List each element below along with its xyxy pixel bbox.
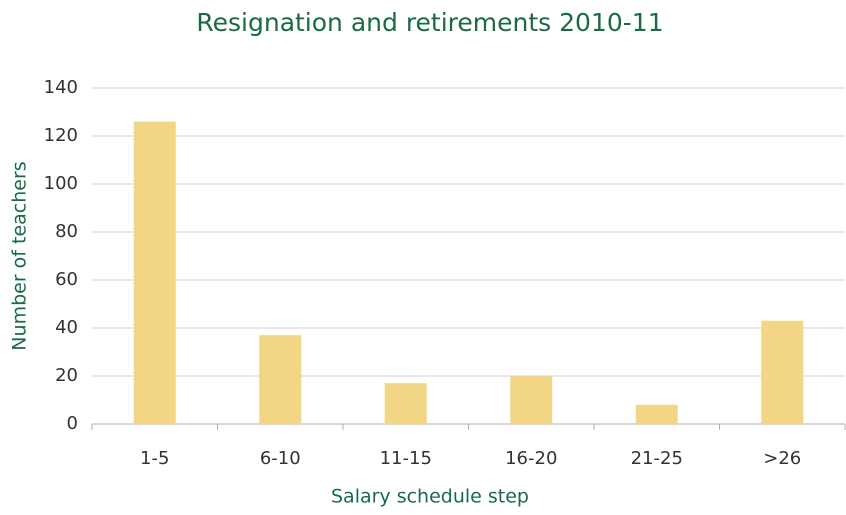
x-tick-label: >26 — [763, 448, 801, 469]
bar — [384, 383, 427, 424]
y-axis-label: Number of teachers — [9, 161, 31, 350]
y-tick-label: 80 — [55, 221, 78, 242]
x-tick-label: 11-15 — [380, 448, 432, 469]
y-tick-label: 120 — [44, 125, 78, 146]
x-tick-label: 21-25 — [631, 448, 683, 469]
x-tick-label: 1-5 — [140, 448, 169, 469]
y-tick-label: 0 — [67, 413, 78, 434]
y-tick-label: 40 — [55, 317, 78, 338]
bar — [259, 335, 302, 424]
x-tick-label: 16-20 — [505, 448, 557, 469]
bar — [510, 376, 553, 424]
bar — [133, 121, 176, 424]
y-tick-label: 100 — [44, 173, 78, 194]
y-tick-label: 140 — [44, 77, 78, 98]
chart-title: Resignation and retirements 2010-11 — [196, 8, 663, 37]
x-axis-label: Salary schedule step — [331, 486, 529, 508]
y-tick-label: 20 — [55, 365, 78, 386]
y-tick-label: 60 — [55, 269, 78, 290]
bar — [635, 404, 678, 424]
bar — [761, 320, 804, 424]
x-tick-label: 6-10 — [260, 448, 301, 469]
